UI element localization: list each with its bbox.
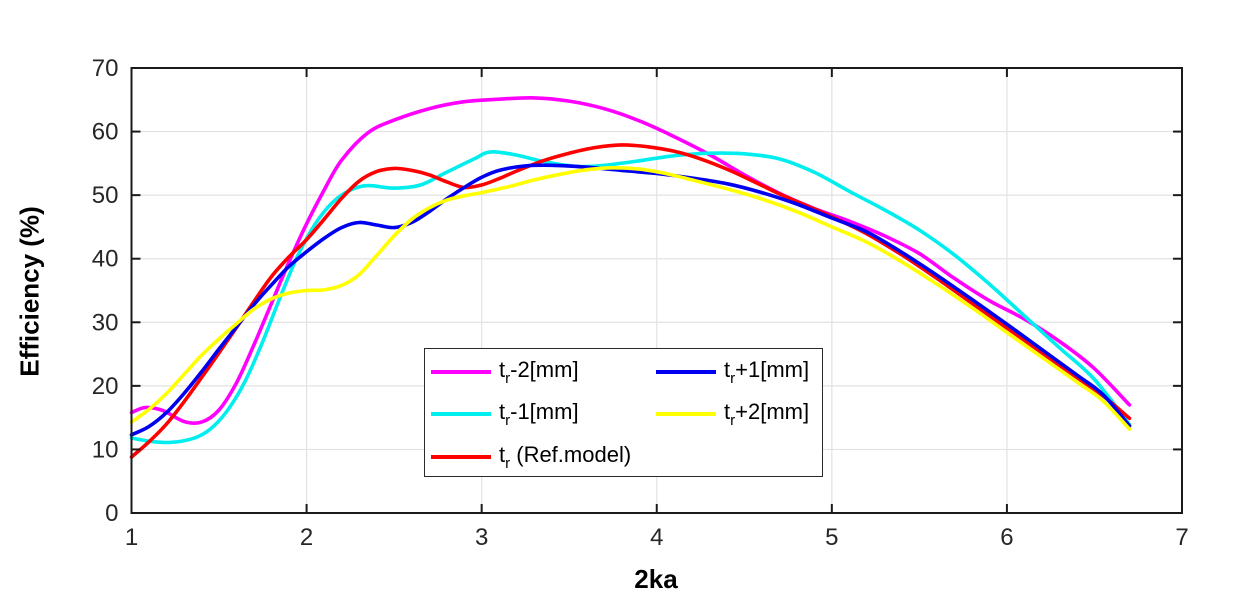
legend-item-tr-minus-1mm: tr-1[mm] bbox=[431, 393, 579, 436]
legend-label: tr-1[mm] bbox=[499, 399, 579, 429]
legend-line-sample bbox=[656, 369, 716, 374]
x-tick-label: 5 bbox=[825, 524, 838, 551]
legend-line-sample bbox=[431, 412, 491, 416]
x-tick-label: 6 bbox=[1000, 524, 1013, 551]
series-line-tr-minus-1mm bbox=[129, 149, 1132, 445]
legend-label: tr-2[mm] bbox=[499, 356, 579, 387]
legend-item-tr-plus-1mm: tr+1[mm] bbox=[656, 350, 809, 393]
y-tick-label: 20 bbox=[92, 373, 119, 400]
series-line-tr-plus-2mm bbox=[129, 165, 1132, 431]
legend-box: tr-2[mm] tr-1[mm] tr (Ref.model) tr+1[mm] tr… bbox=[424, 348, 823, 477]
x-tick-label: 3 bbox=[475, 524, 488, 551]
y-axis-label: Efficiency (%) bbox=[14, 206, 45, 377]
legend-line-sample bbox=[656, 412, 716, 416]
x-tick-label: 2 bbox=[300, 524, 313, 551]
y-tick-label: 0 bbox=[105, 500, 118, 527]
y-tick-label: 30 bbox=[92, 309, 119, 336]
legend-item-tr-plus-2mm: tr+2[mm] bbox=[656, 393, 809, 436]
y-tick-label: 10 bbox=[92, 436, 119, 463]
legend-item-tr-ref-model: tr (Ref.model) bbox=[431, 435, 631, 478]
legend-label: tr+1[mm] bbox=[724, 356, 810, 387]
y-tick-label: 60 bbox=[92, 119, 119, 146]
series-line-tr-minus-2mm bbox=[129, 96, 1132, 426]
y-tick-label: 50 bbox=[92, 182, 119, 209]
x-tick-label: 1 bbox=[125, 524, 138, 551]
series-line-tr-ref-model bbox=[129, 143, 1132, 459]
y-tick-label: 40 bbox=[92, 246, 119, 273]
x-axis-label: 2ka bbox=[634, 564, 678, 594]
y-tick-label: 70 bbox=[92, 55, 119, 82]
legend-line-sample bbox=[431, 369, 491, 374]
legend-label: tr+2[mm] bbox=[724, 399, 810, 429]
legend-line-sample bbox=[431, 454, 491, 459]
legend-label: tr (Ref.model) bbox=[499, 441, 632, 472]
x-tick-label: 4 bbox=[650, 524, 663, 551]
legend-item-tr-minus-2mm: tr-2[mm] bbox=[431, 350, 579, 393]
x-tick-label: 7 bbox=[1175, 524, 1188, 551]
